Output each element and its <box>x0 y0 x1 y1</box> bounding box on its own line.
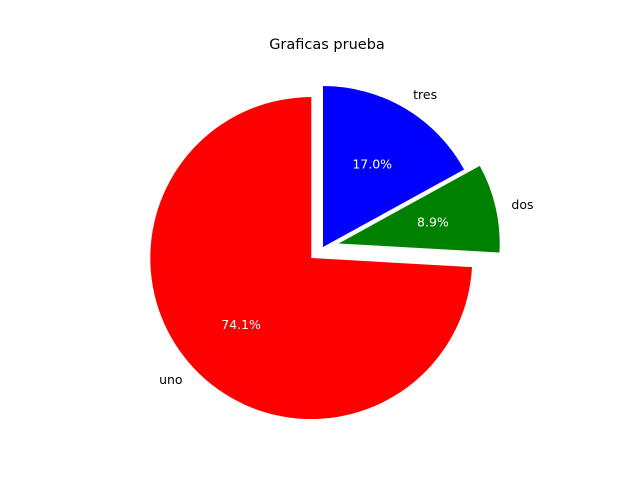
slice-label-tres: tres <box>413 87 437 102</box>
pie-labels: uno 74.1% dos 8.9% tres 17.0% <box>159 87 533 387</box>
pie-slices <box>150 86 500 420</box>
pct-label-uno: 74.1% <box>221 317 261 332</box>
pie-slice-uno <box>150 97 473 420</box>
pct-label-tres: 17.0% <box>352 156 392 171</box>
pct-label-dos: 8.9% <box>417 215 449 230</box>
slice-label-uno: uno <box>159 372 183 387</box>
slice-label-dos: dos <box>511 197 533 212</box>
chart-title: Graficas prueba <box>269 37 385 53</box>
pie-slice-tres <box>323 86 465 247</box>
pie-slice-dos <box>338 165 500 253</box>
